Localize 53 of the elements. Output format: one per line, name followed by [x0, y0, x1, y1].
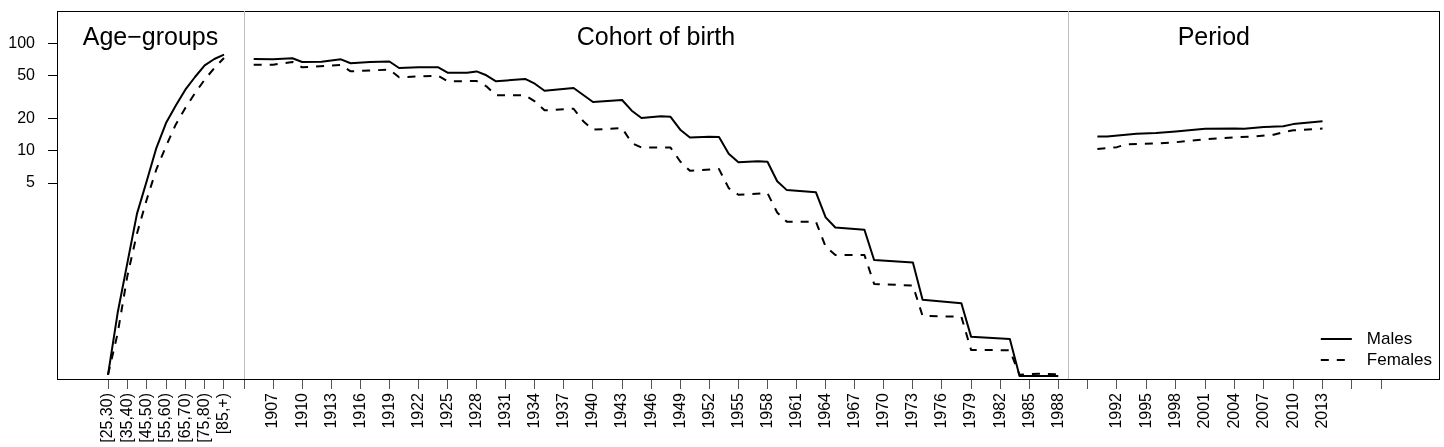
- x-tick-label: 1931: [496, 392, 514, 429]
- x-tick-label: [85,+): [214, 393, 232, 435]
- x-tick-label: 1982: [990, 392, 1008, 429]
- x-tick-label: 1970: [874, 392, 892, 429]
- x-tick-label: 2010: [1283, 392, 1301, 429]
- x-tick-label: 1922: [408, 392, 426, 429]
- x-tick-label: 1943: [612, 392, 630, 429]
- x-tick-label: 1946: [641, 392, 659, 429]
- x-tick-label: 1988: [1048, 392, 1066, 429]
- y-tick-label: 5: [26, 173, 36, 191]
- x-tick-label: 1937: [554, 392, 572, 429]
- x-tick-label: 1949: [670, 392, 688, 429]
- x-tick-label: 1985: [1019, 392, 1037, 429]
- x-tick-label: 1967: [845, 392, 863, 429]
- x-tick-label: [25,30): [98, 393, 116, 443]
- x-tick-label: 1964: [816, 392, 834, 429]
- x-tick-label: 1992: [1107, 392, 1125, 429]
- x-tick-label: [75,80): [195, 393, 213, 443]
- x-tick-label: 1961: [786, 392, 804, 429]
- y-tick-label: 100: [8, 33, 36, 51]
- x-tick-label: 1925: [437, 392, 455, 429]
- x-tick-label: 1913: [321, 392, 339, 429]
- x-tick-label: 1928: [467, 392, 485, 429]
- x-tick-label: 1976: [932, 392, 950, 429]
- x-tick-label: 1995: [1136, 392, 1154, 429]
- x-tick-label: 1934: [525, 392, 543, 429]
- x-tick-label: [55,60): [156, 393, 174, 443]
- x-tick-label: 2007: [1254, 392, 1272, 429]
- x-tick-label: 1940: [583, 392, 601, 429]
- x-tick-label: [65,70): [175, 393, 193, 443]
- x-tick-label: 1973: [903, 392, 921, 429]
- x-tick-label: [35,40): [117, 393, 135, 443]
- x-tick-label: 1952: [699, 392, 717, 429]
- x-tick-label: 1907: [263, 392, 281, 429]
- x-tick-label: 1919: [379, 392, 397, 429]
- text: Period: [1177, 22, 1250, 50]
- x-tick-label: [45,50): [137, 393, 155, 443]
- x-tick-label: 1958: [757, 392, 775, 429]
- y-tick-label: 10: [17, 141, 36, 159]
- y-tick-label: 20: [17, 108, 36, 126]
- x-tick-label: 1998: [1166, 392, 1184, 429]
- x-tick-label: 1979: [961, 392, 979, 429]
- x-tick-label: 1916: [350, 392, 368, 429]
- x-tick-label: 1910: [292, 392, 310, 429]
- text: Age−groups: [82, 22, 219, 50]
- x-tick-label: 2004: [1224, 392, 1242, 429]
- x-tick-label: 2013: [1312, 392, 1330, 429]
- legend-label: Females: [1366, 349, 1432, 369]
- y-tick-label: 50: [17, 66, 36, 84]
- x-tick-label: 1955: [728, 392, 746, 429]
- legend-label: Males: [1366, 328, 1413, 348]
- x-tick-label: 2001: [1195, 392, 1213, 429]
- text: Cohort of birth: [576, 22, 736, 50]
